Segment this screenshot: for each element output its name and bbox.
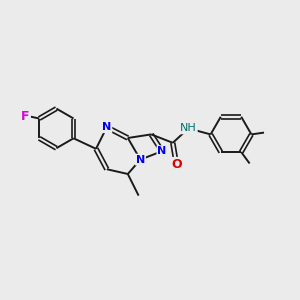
Text: N: N: [158, 146, 166, 156]
Text: O: O: [171, 158, 182, 171]
Text: NH: NH: [180, 123, 197, 134]
Text: N: N: [102, 122, 111, 132]
Text: F: F: [21, 110, 30, 123]
Text: N: N: [136, 154, 145, 165]
